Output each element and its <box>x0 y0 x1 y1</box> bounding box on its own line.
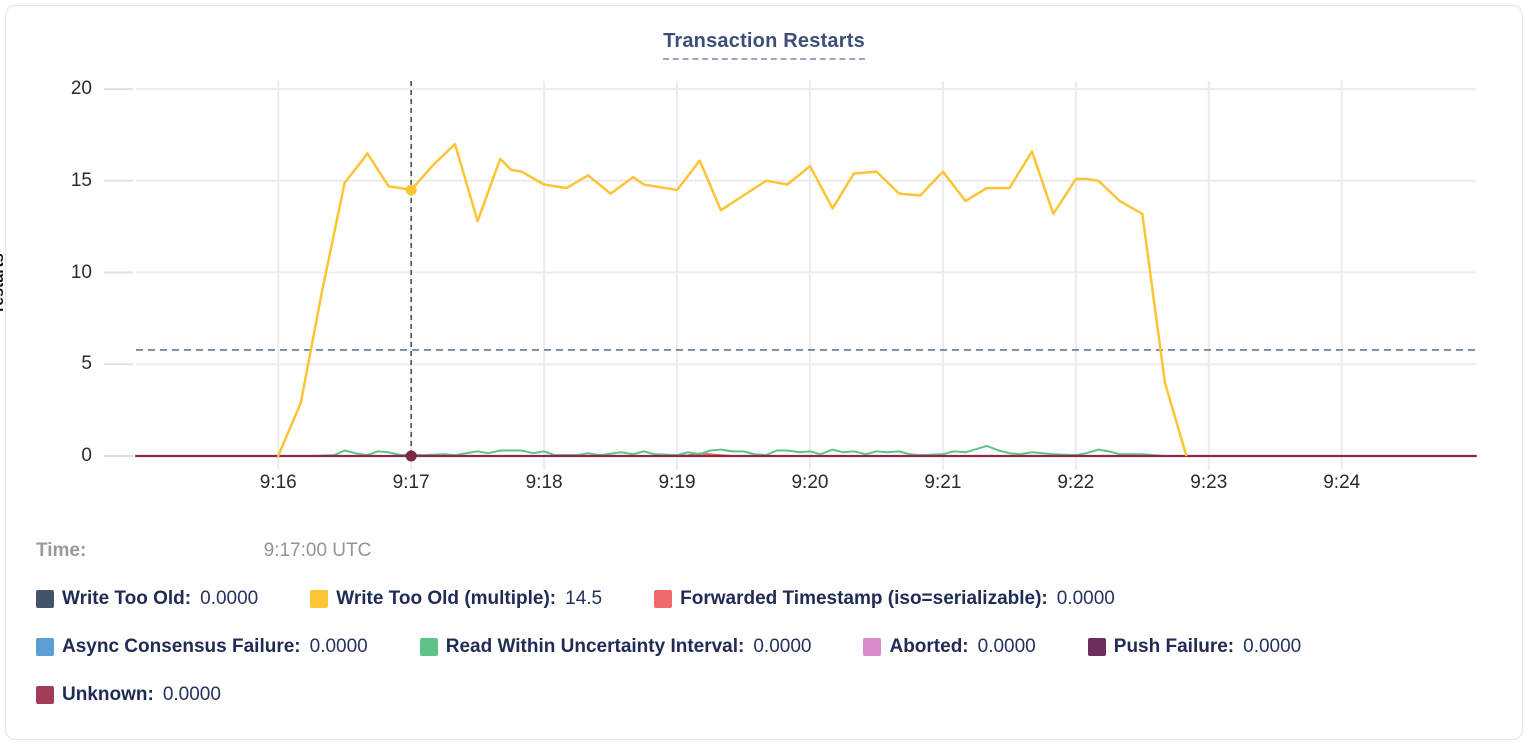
y-tick-label: 10 <box>70 261 92 283</box>
x-tick-label: 9:19 <box>658 472 696 493</box>
plot-area[interactable] <box>6 6 1522 536</box>
legend-series-name: Unknown: <box>62 684 154 705</box>
legend-item[interactable]: Forwarded Timestamp (iso=serializable): 0… <box>654 588 1115 610</box>
legend-series-value: 0.0000 <box>1056 588 1115 609</box>
legend-row: Write Too Old: 0.0000 Write Too Old (multi… <box>36 588 1301 610</box>
legend-item[interactable]: Async Consensus Failure: 0.0000 <box>36 636 368 658</box>
legend-series-value: 0.0000 <box>1243 636 1302 657</box>
hover-point <box>405 450 417 462</box>
legend-color-swatch-icon <box>1087 638 1106 656</box>
legend-series-value: 0.0000 <box>309 636 368 657</box>
legend-color-swatch-icon <box>36 638 54 656</box>
legend-series-name: Write Too Old: <box>62 588 192 609</box>
y-tick-label: 5 <box>81 353 92 375</box>
chart-card: Transaction Restarts restarts 0 5 10 15 20 9… <box>0 5 1523 740</box>
x-tick-label: 9:18 <box>525 472 563 493</box>
legend-series-value: 0.0000 <box>200 588 259 609</box>
legend-item[interactable]: Write Too Old (multiple): 14.5 <box>310 588 602 610</box>
series-line <box>310 444 1166 457</box>
legend-item[interactable]: Aborted: 0.0000 <box>863 636 1036 658</box>
y-tick-label: 15 <box>70 169 92 191</box>
hover-time-row: Time: 9:17:00 UTC <box>36 540 371 562</box>
legend-row: Unknown: 0.0000 <box>36 684 1301 706</box>
legend-series-name: Async Consensus Failure: <box>62 636 301 657</box>
legend-color-swatch-icon <box>310 590 329 608</box>
legend-color-swatch-icon <box>419 638 438 656</box>
time-value: 9:17:00 UTC <box>263 540 372 561</box>
legend-series-value: 0.0000 <box>162 684 221 705</box>
legend-series-name: Forwarded Timestamp (iso=serializable): <box>680 588 1048 609</box>
legend-series-value: 0.0000 <box>753 636 812 657</box>
legend-series-name: Aborted: <box>889 636 969 657</box>
legend-series-name: Write Too Old (multiple): <box>336 588 557 609</box>
x-tick-label: 9:23 <box>1190 472 1228 493</box>
legend-item[interactable]: Write Too Old: 0.0000 <box>36 588 258 610</box>
x-tick-label: 9:21 <box>924 472 962 493</box>
legend-item[interactable]: Push Failure: 0.0000 <box>1087 636 1302 658</box>
y-tick-label: 20 <box>70 78 92 100</box>
legend-series-value: 0.0000 <box>977 636 1036 657</box>
legend-color-swatch-icon <box>36 686 54 704</box>
x-tick-label: 9:17 <box>392 472 430 493</box>
chart-title[interactable]: Transaction Restarts <box>663 30 865 60</box>
legend: Write Too Old: 0.0000 Write Too Old (multi… <box>36 588 1301 706</box>
x-tick-label: 9:24 <box>1323 472 1361 493</box>
chart-header: Transaction Restarts <box>6 30 1522 60</box>
legend-series-value: 14.5 <box>565 588 603 609</box>
x-tick-label: 9:16 <box>259 472 297 493</box>
legend-row: Async Consensus Failure: 0.0000 Read Withi… <box>36 636 1301 658</box>
legend-series-name: Push Failure: <box>1113 636 1235 657</box>
hover-point <box>405 184 417 196</box>
y-tick-label: 0 <box>81 445 92 466</box>
legend-item[interactable]: Read Within Uncertainty Interval: 0.0000 <box>419 636 812 658</box>
legend-color-swatch-icon <box>863 638 882 656</box>
legend-color-swatch-icon <box>654 590 673 608</box>
legend-series-name: Read Within Uncertainty Interval: <box>445 636 745 657</box>
x-tick-label: 9:22 <box>1057 472 1095 493</box>
time-label: Time: <box>36 540 87 561</box>
legend-item[interactable]: Unknown: 0.0000 <box>36 684 221 706</box>
x-tick-label: 9:20 <box>791 472 829 493</box>
legend-color-swatch-icon <box>36 590 54 608</box>
